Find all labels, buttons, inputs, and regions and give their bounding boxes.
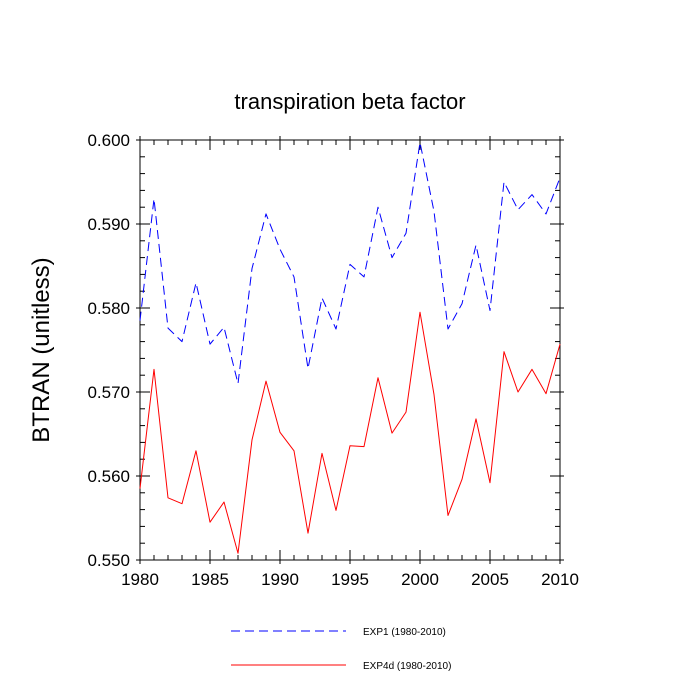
x-tick-label: 2005 <box>471 570 509 589</box>
x-minor-ticks <box>139 140 561 560</box>
legend-label-2: EXP4d (1980-2010) <box>363 661 451 672</box>
y-tick-label: 0.600 <box>87 131 130 150</box>
legend-label-1: EXP1 (1980-2010) <box>363 627 446 638</box>
x-tick-label: 2010 <box>541 570 579 589</box>
x-tick-label: 1985 <box>191 570 229 589</box>
y-tick-label: 0.550 <box>87 551 130 570</box>
series-lines <box>139 142 561 554</box>
y-major-ticks <box>136 139 564 561</box>
x-tick-label: 1990 <box>261 570 299 589</box>
y-axis-label: BTRAN (unitless) <box>28 257 55 442</box>
chart-title: transpiration beta factor <box>234 89 465 114</box>
y-tick-label: 0.590 <box>87 215 130 234</box>
x-tick-labels: 1980 1985 1990 1995 2000 2005 2010 <box>121 570 579 589</box>
series-line-2 <box>139 311 561 554</box>
series-line-1 <box>139 142 561 385</box>
x-major-ticks <box>139 136 561 564</box>
y-minor-ticks <box>140 139 560 561</box>
y-tick-label: 0.580 <box>87 299 130 318</box>
y-tick-label: 0.560 <box>87 467 130 486</box>
legend: EXP1 (1980-2010) EXP4d (1980-2010) <box>231 627 451 672</box>
x-tick-label: 1980 <box>121 570 159 589</box>
plot-frame <box>139 139 561 561</box>
x-tick-label: 1995 <box>331 570 369 589</box>
x-tick-label: 2000 <box>401 570 439 589</box>
y-tick-label: 0.570 <box>87 383 130 402</box>
y-tick-labels: 0.550 0.560 0.570 0.580 0.590 0.600 <box>87 131 130 570</box>
